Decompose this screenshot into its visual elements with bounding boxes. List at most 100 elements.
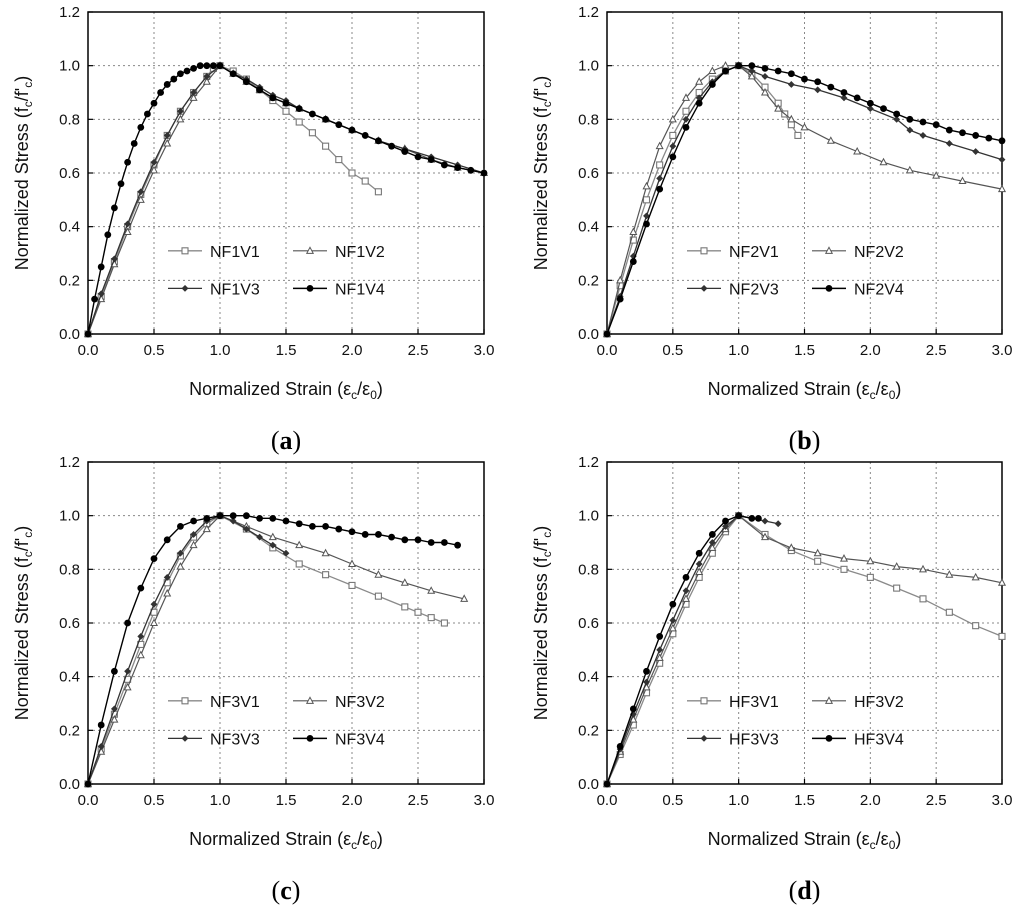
legend-entry: NF1V4 — [293, 281, 385, 298]
data-point — [774, 67, 782, 75]
data-point — [998, 156, 1006, 164]
data-point — [656, 646, 664, 654]
data-point — [117, 180, 125, 188]
y-tick-label: 0.2 — [59, 722, 80, 739]
x-tick-label: 0.5 — [662, 342, 683, 359]
data-point — [97, 743, 105, 750]
data-point — [669, 600, 677, 608]
y-tick-label: 0.8 — [578, 561, 599, 578]
x-tick-label: 0.0 — [597, 792, 618, 809]
data-point — [918, 564, 928, 573]
data-point — [203, 62, 211, 70]
data-point — [616, 295, 624, 303]
data-point — [695, 567, 704, 576]
data-point — [427, 539, 435, 546]
data-point — [467, 166, 475, 174]
data-point — [748, 514, 756, 522]
data-point — [348, 581, 356, 589]
legend-marker — [824, 246, 834, 254]
chart-panel-d: 0.0 0.5 1.0 1.5 2.0 2.5 3.0 0.0 0.2 0.4 0.6 0.8 1.0 1… — [531, 454, 1012, 905]
data-point — [893, 584, 901, 592]
data-point — [242, 525, 250, 533]
data-point — [427, 614, 435, 622]
data-point — [375, 531, 382, 538]
x-tick-label: 1.5 — [794, 342, 815, 359]
data-point — [176, 107, 184, 115]
x-axis-label: Normalized Strain (εc/ε0) — [708, 829, 902, 852]
data-point — [997, 578, 1007, 586]
y-tick-label: 1.2 — [578, 454, 599, 471]
data-point — [616, 275, 625, 284]
legend-label: NF3V3 — [210, 731, 260, 748]
data-point — [840, 94, 848, 102]
data-point — [669, 131, 677, 139]
data-point — [163, 536, 171, 544]
data-point — [269, 94, 277, 102]
data-point — [91, 295, 98, 303]
data-point — [256, 514, 263, 522]
y-tick-label: 0.0 — [59, 776, 80, 793]
data-point — [144, 110, 151, 118]
data-point — [110, 255, 118, 263]
x-tick-label: 2.0 — [342, 792, 363, 809]
data-point — [460, 594, 469, 602]
data-point — [282, 99, 290, 107]
data-point — [735, 62, 743, 70]
x-tick-label: 2.5 — [408, 342, 429, 359]
legend-entry: NF2V4 — [812, 281, 904, 298]
y-axis-label: Normalized Stress (fc/f'c) — [531, 76, 554, 271]
data-point — [905, 165, 914, 174]
data-point — [708, 539, 716, 546]
data-point — [879, 157, 888, 166]
data-point — [893, 110, 901, 118]
data-point — [401, 148, 409, 155]
data-point — [124, 667, 132, 675]
legend-marker — [825, 734, 833, 742]
y-tick-label: 0.0 — [578, 776, 599, 793]
data-point — [814, 557, 822, 565]
data-point — [414, 608, 422, 616]
legend-marker — [825, 284, 833, 292]
data-point — [189, 93, 198, 101]
data-point — [190, 64, 198, 72]
data-point — [787, 121, 795, 129]
data-point — [84, 330, 92, 338]
legend-entry: HF3V1 — [687, 694, 779, 711]
data-point — [839, 554, 849, 562]
data-point — [668, 623, 677, 632]
data-point — [695, 560, 703, 568]
data-point — [669, 616, 677, 624]
legend-marker — [306, 284, 314, 292]
data-point — [853, 94, 861, 102]
data-point — [322, 571, 330, 579]
data-point — [374, 592, 382, 600]
data-point — [747, 71, 756, 80]
data-point — [322, 523, 329, 530]
data-point — [972, 132, 980, 139]
legend-marker — [181, 247, 189, 255]
data-point — [137, 123, 145, 131]
data-point — [202, 524, 211, 533]
x-tick-label: 3.0 — [474, 342, 495, 359]
data-point — [97, 290, 105, 298]
legend-entry: NF3V2 — [293, 694, 385, 711]
data-point — [388, 142, 395, 150]
data-point — [321, 548, 330, 557]
data-point — [414, 153, 422, 161]
data-point — [400, 578, 409, 586]
data-point — [401, 536, 409, 544]
x-axis-label: Normalized Strain (εc/ε0) — [189, 379, 383, 402]
data-point — [695, 549, 703, 557]
legend-label: NF2V3 — [729, 281, 779, 298]
legend-label: HF3V2 — [854, 694, 904, 711]
y-tick-label: 0.4 — [578, 219, 599, 236]
data-point — [361, 177, 369, 185]
data-point — [243, 512, 250, 520]
x-tick-label: 1.5 — [276, 342, 297, 359]
y-tick-label: 0.6 — [59, 165, 80, 182]
data-point — [945, 140, 953, 147]
data-point — [190, 531, 198, 538]
data-point — [163, 573, 171, 581]
x-tick-label: 0.5 — [144, 342, 165, 359]
